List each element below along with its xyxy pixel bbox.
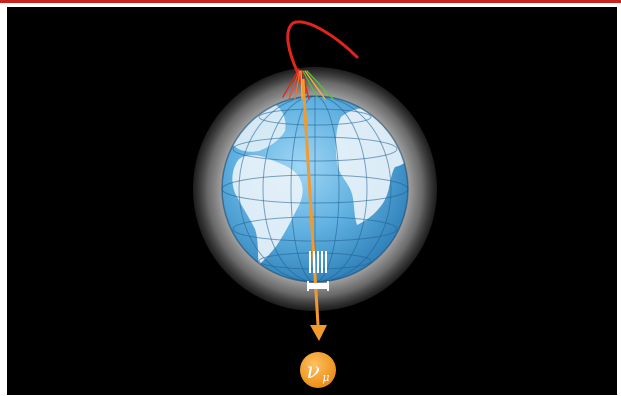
- earth-globe-icon: [221, 95, 409, 283]
- continent-south-america: [232, 155, 303, 265]
- neutrino-subscript: μ: [322, 371, 329, 384]
- detector-array-icon: [307, 251, 329, 291]
- neutrino-symbol: ν: [306, 359, 319, 384]
- diagram-canvas: ν μ: [7, 7, 617, 395]
- cosmic-ray-shower-icon: [282, 20, 359, 100]
- neutrino-diagram: ν μ: [193, 20, 437, 388]
- neutrino-badge: ν μ: [300, 352, 336, 388]
